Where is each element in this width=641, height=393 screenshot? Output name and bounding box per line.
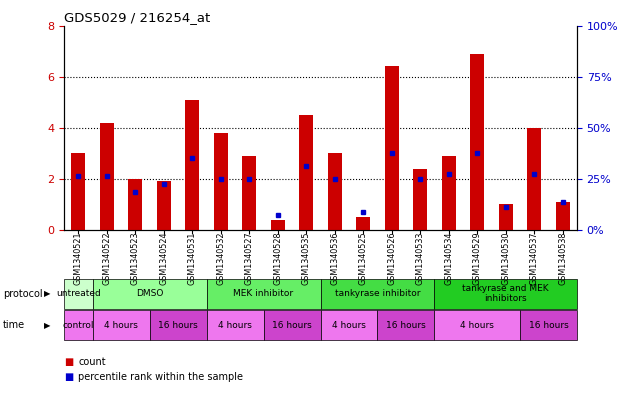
Text: GSM1340530: GSM1340530 [501,232,510,285]
Text: GSM1340523: GSM1340523 [131,232,140,285]
Text: ▶: ▶ [44,289,50,298]
Bar [185,99,199,230]
Text: control: control [63,321,94,330]
Text: GSM1340527: GSM1340527 [245,232,254,285]
Bar [499,204,513,230]
Text: 16 hours: 16 hours [386,321,426,330]
Text: time: time [3,320,26,330]
Text: 16 hours: 16 hours [529,321,569,330]
Bar [413,169,428,230]
Bar [156,181,171,230]
Bar [527,128,541,230]
Text: GSM1340531: GSM1340531 [188,232,197,285]
Text: GSM1340521: GSM1340521 [74,232,83,285]
Bar [299,115,313,230]
Text: count: count [78,356,106,367]
Bar [556,202,570,230]
Text: 4 hours: 4 hours [218,321,252,330]
Text: ■: ■ [64,356,73,367]
Text: GSM1340537: GSM1340537 [529,232,538,285]
Bar [470,53,485,230]
Text: GSM1340533: GSM1340533 [416,232,425,285]
Text: GDS5029 / 216254_at: GDS5029 / 216254_at [64,11,210,24]
Text: GSM1340532: GSM1340532 [216,232,225,285]
Text: ■: ■ [64,372,73,382]
Text: GSM1340524: GSM1340524 [160,232,169,285]
Text: GSM1340529: GSM1340529 [472,232,481,285]
Bar [213,133,228,230]
Text: 16 hours: 16 hours [272,321,312,330]
Bar [100,123,114,230]
Text: GSM1340538: GSM1340538 [558,232,567,285]
Text: tankyrase inhibitor: tankyrase inhibitor [335,289,420,298]
Bar [442,156,456,230]
Text: GSM1340534: GSM1340534 [444,232,453,285]
Text: percentile rank within the sample: percentile rank within the sample [78,372,243,382]
Bar [385,66,399,230]
Text: untreated: untreated [56,289,101,298]
Bar [356,217,370,230]
Text: GSM1340525: GSM1340525 [359,232,368,285]
Text: 4 hours: 4 hours [460,321,494,330]
Bar [128,179,142,230]
Text: GSM1340528: GSM1340528 [273,232,282,285]
Text: MEK inhibitor: MEK inhibitor [233,289,294,298]
Text: protocol: protocol [3,289,43,299]
Text: ▶: ▶ [44,321,50,330]
Text: tankyrase and MEK
inhibitors: tankyrase and MEK inhibitors [462,285,549,303]
Text: GSM1340536: GSM1340536 [330,232,339,285]
Text: DMSO: DMSO [136,289,163,298]
Text: 4 hours: 4 hours [332,321,366,330]
Text: 4 hours: 4 hours [104,321,138,330]
Text: GSM1340526: GSM1340526 [387,232,396,285]
Bar [271,220,285,230]
Bar [71,153,85,230]
Text: 16 hours: 16 hours [158,321,198,330]
Bar [328,153,342,230]
Bar [242,156,256,230]
Text: GSM1340535: GSM1340535 [302,232,311,285]
Text: GSM1340522: GSM1340522 [103,232,112,285]
